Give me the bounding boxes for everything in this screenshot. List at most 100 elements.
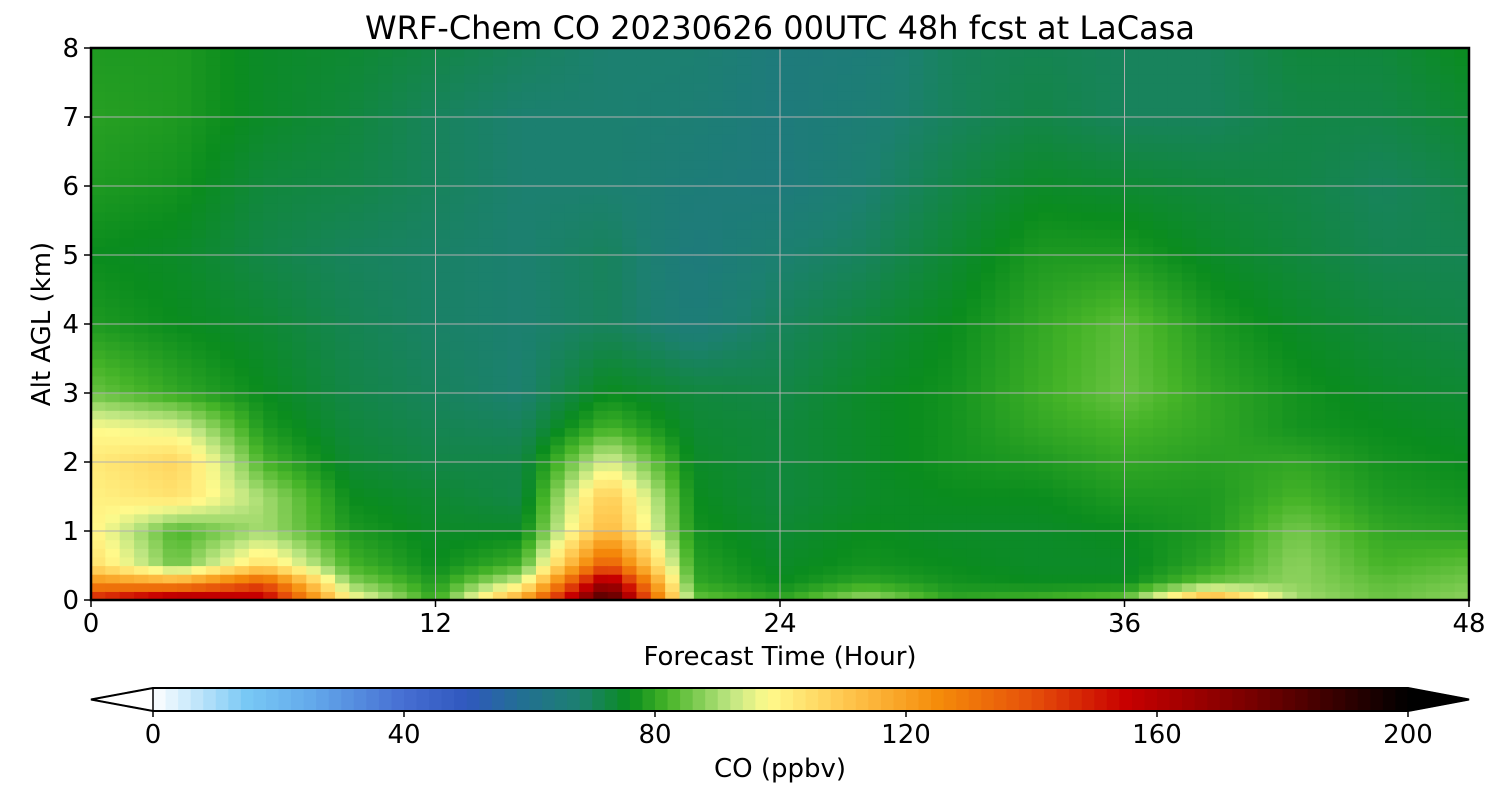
heatmap-cell [277,73,293,84]
heatmap-cell [1095,367,1111,377]
heatmap-cell [306,73,322,84]
heatmap-cell [636,289,652,299]
heatmap-cell [751,125,767,135]
heatmap-cell [952,177,968,187]
heatmap-cell [1024,315,1039,325]
heatmap-cell [708,315,724,325]
heatmap-cell [579,565,594,575]
heatmap-cell [780,134,795,144]
heatmap-cell [248,82,264,92]
heatmap-cell [851,556,867,567]
heatmap-cell [837,358,853,368]
heatmap-cell [780,418,795,429]
heatmap-cell [335,444,350,454]
heatmap-cell [1196,168,1212,178]
heatmap-cell [162,341,178,351]
heatmap-cell [1138,349,1154,360]
heatmap-cell [191,444,207,454]
heatmap-cell [91,151,106,161]
heatmap-cell [234,99,250,109]
heatmap-cell [521,436,537,446]
heatmap-cell [320,82,336,92]
heatmap-cell [923,591,939,600]
heatmap-cell [148,125,164,135]
heatmap-cell [220,255,236,265]
heatmap-cell [492,341,508,351]
heatmap-cell [765,410,781,420]
heatmap-cell [1067,470,1083,480]
heatmap-cell [909,306,925,316]
heatmap-cell [263,65,279,75]
heatmap-cell [1081,203,1097,213]
heatmap-cell [1024,125,1039,135]
heatmap-cell [622,246,638,256]
heatmap-cell [808,142,824,153]
heatmap-cell [363,427,379,437]
heatmap-cell [679,393,695,403]
heatmap-cell [1167,565,1183,575]
heatmap-cell [794,168,810,178]
heatmap-cell [162,375,178,385]
heatmap-cell [492,436,508,446]
heatmap-cell [535,220,551,230]
heatmap-cell [234,125,250,135]
heatmap-cell [306,332,322,342]
heatmap-cell [952,479,968,489]
heatmap-cell [851,82,867,92]
heatmap-cell [1138,280,1154,291]
heatmap-cell [234,462,250,472]
heatmap-cell [478,108,494,118]
heatmap-cell [449,453,465,463]
heatmap-cell [248,505,264,515]
heatmap-cell [1181,393,1197,403]
heatmap-cell [923,168,939,178]
heatmap-cell [521,453,537,463]
heatmap-cell [378,160,394,170]
heatmap-cell [564,177,580,187]
heatmap-cell [191,410,207,420]
heatmap-cell [507,246,523,256]
heatmap-cell [894,522,910,532]
heatmap-cell [1124,462,1140,472]
heatmap-cell [1124,393,1140,403]
heatmap-cell [406,496,422,506]
heatmap-cell [1196,186,1212,196]
heatmap-cell [1095,384,1111,394]
heatmap-cell [1167,513,1183,523]
heatmap-cell [937,453,953,463]
heatmap-cell [406,393,422,403]
heatmap-cell [823,436,839,446]
heatmap-cell [1052,48,1068,58]
heatmap-cell [363,203,379,213]
heatmap-cell [808,186,824,196]
heatmap-cell [722,108,738,118]
heatmap-cell [1196,263,1212,273]
heatmap-cell [1052,548,1068,558]
heatmap-cell [277,82,293,92]
heatmap-cell [1153,487,1169,498]
heatmap-cell [148,375,164,385]
heatmap-cell [177,591,193,600]
heatmap-cell [780,142,795,153]
heatmap-cell [1110,401,1126,411]
heatmap-cell [665,324,681,334]
heatmap-cell [866,91,882,101]
heatmap-cell [91,56,106,66]
heatmap-cell [507,186,523,196]
heatmap-cell [148,418,164,429]
heatmap-cell [1009,462,1025,472]
heatmap-cell [693,453,709,463]
heatmap-cell [823,48,839,58]
heatmap-cell [220,505,236,515]
heatmap-cell [894,229,910,239]
heatmap-cell [464,220,480,230]
heatmap-cell [823,393,839,403]
heatmap-cell [550,505,566,515]
heatmap-cell [478,487,494,498]
heatmap-cell [736,574,752,584]
heatmap-cell [1167,358,1183,368]
heatmap-cell [550,117,566,127]
heatmap-cell [1110,82,1126,92]
heatmap-cell [593,117,609,127]
heatmap-cell [736,289,752,299]
